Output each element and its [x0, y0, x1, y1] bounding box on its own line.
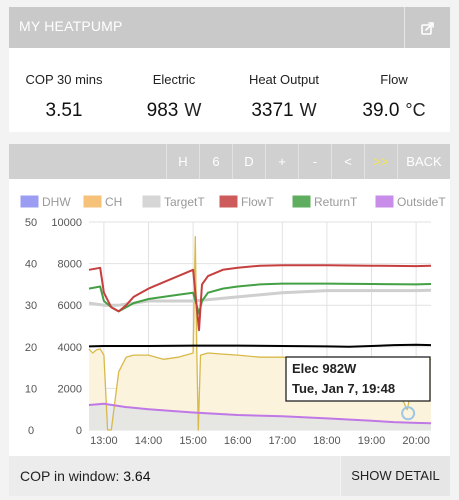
legend-swatch	[142, 195, 161, 208]
chart-tooltip: Elec 982W Tue, Jan 7, 19:48	[285, 356, 431, 402]
legend-item-dhw: DHW	[20, 195, 71, 209]
flow-temp-line	[88, 264, 432, 332]
legend-swatch	[219, 195, 238, 208]
range-hour-button[interactable]: H	[166, 144, 199, 179]
app-title: MY HEATPUMP	[19, 18, 123, 34]
chart-lines	[88, 235, 432, 431]
chart-legend: DHWCHTargetTFlowTReturnTOutsideTRoor	[20, 195, 446, 209]
stat-flow-value: 39.0 °C	[362, 100, 426, 121]
tooltip-line-2: Tue, Jan 7, 19:48	[292, 381, 395, 396]
x-tick-label: 17:00	[269, 435, 297, 447]
legend-swatch	[375, 195, 394, 208]
stat-cop-value: 3.51	[45, 100, 83, 121]
y-left-tick-label: 50	[25, 217, 37, 229]
x-tick-label: 16:00	[224, 435, 252, 447]
chart-svg[interactable]: DHWCHTargetTFlowTReturnTOutsideTRoor 010…	[9, 179, 450, 456]
range-day-button[interactable]: D	[232, 144, 265, 179]
legend-label: ReturnT	[314, 195, 358, 209]
stat-heat-output-label: Heat Output	[248, 72, 320, 87]
target-temp-line	[88, 288, 432, 307]
pan-left-button[interactable]: <	[331, 144, 364, 179]
back-button[interactable]: BACK	[397, 144, 450, 179]
zoom-in-button[interactable]: +	[265, 144, 298, 179]
pan-right-button[interactable]: >>	[364, 144, 397, 179]
y-left-tick-label: 40	[25, 259, 37, 271]
stat-cop-label: COP 30 mins	[25, 72, 103, 87]
chart-overlay: Elec 982W Tue, Jan 7, 19:48	[285, 356, 431, 421]
y-right-tick-label: 0	[76, 425, 82, 437]
stat-electric-label: Electric	[152, 72, 196, 87]
x-tick-label: 19:00	[358, 435, 386, 447]
y-right-tick-label: 2000	[58, 383, 82, 395]
x-tick-label: 15:00	[179, 435, 207, 447]
cop-window-value: 3.64	[123, 468, 151, 484]
show-detail-button[interactable]: SHOW DETAIL	[340, 456, 450, 496]
legend-item-ch: CH	[83, 195, 122, 209]
y-left-tick-label: 20	[25, 342, 37, 354]
legend-item-flowt: FlowT	[219, 195, 274, 209]
room-temp-line	[88, 343, 432, 348]
x-tick-label: 13:00	[90, 435, 118, 447]
cop-window-label: COP in window:	[20, 468, 120, 484]
footer-bar: COP in window: 3.64 SHOW DETAIL	[9, 456, 450, 496]
app-header: MY HEATPUMP	[9, 7, 450, 48]
x-tick-label: 14:00	[135, 435, 163, 447]
y-right-tick-label: 4000	[58, 342, 82, 354]
legend-item-targett: TargetT	[142, 195, 205, 209]
x-tick-label: 18:00	[313, 435, 341, 447]
stats-panel: COP 30 mins 3.51 Electric 983 W Heat Outp…	[9, 48, 450, 132]
legend-item-outsidet: OutsideT	[375, 195, 446, 209]
legend-label: DHW	[42, 195, 71, 209]
stat-heat-output-value: 3371 W	[251, 100, 317, 121]
y-left-tick-label: 0	[28, 425, 34, 437]
cop-window: COP in window: 3.64	[20, 456, 150, 496]
y-right-tick-label: 6000	[58, 300, 82, 312]
legend-label: CH	[105, 195, 122, 209]
legend-label: OutsideT	[397, 195, 446, 209]
legend-swatch	[292, 195, 311, 208]
external-link-icon	[420, 21, 434, 35]
legend-label: FlowT	[241, 195, 274, 209]
y-left-tick-label: 10	[25, 383, 37, 395]
legend-swatch	[83, 195, 102, 208]
range-6h-button[interactable]: 6	[199, 144, 232, 179]
y-right-tick-label: 8000	[58, 259, 82, 271]
stat-flow-label: Flow	[380, 72, 408, 87]
tooltip-box	[285, 356, 431, 402]
outside-temp-line	[88, 402, 432, 425]
hover-marker	[401, 406, 416, 421]
chart-panel: DHWCHTargetTFlowTReturnTOutsideTRoor 010…	[9, 179, 450, 456]
tooltip-line-1: Elec 982W	[292, 361, 357, 376]
chart-axes: 0 10 20 30 40 50 0 2000 4000 6000 8000 10000 13:00 14…	[25, 217, 430, 447]
y-right-tick-label: 10000	[51, 217, 82, 229]
chart-toolbar: H 6 D + - < >> BACK	[9, 144, 450, 179]
open-external-button[interactable]	[404, 7, 450, 48]
legend-label: TargetT	[164, 195, 205, 209]
return-temp-line	[88, 282, 432, 315]
legend-item-returnt: ReturnT	[292, 195, 358, 209]
x-tick-label: 20:00	[402, 435, 430, 447]
stat-electric-value: 983 W	[146, 100, 202, 121]
legend-swatch	[20, 195, 39, 208]
dhw-area	[89, 403, 431, 430]
y-left-tick-label: 30	[25, 300, 37, 312]
zoom-out-button[interactable]: -	[298, 144, 331, 179]
